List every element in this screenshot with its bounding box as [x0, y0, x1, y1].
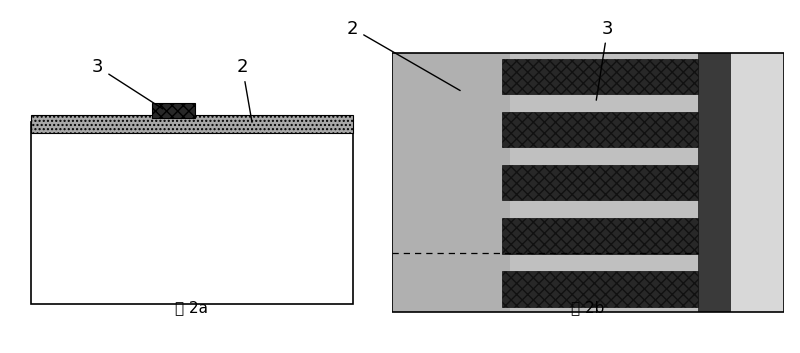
Bar [502, 112, 698, 148]
Bar [30, 115, 354, 133]
Text: 3: 3 [92, 58, 162, 109]
Text: 图 2a: 图 2a [175, 300, 209, 315]
Text: 2: 2 [347, 20, 460, 90]
Text: 2: 2 [237, 58, 252, 122]
Text: 3: 3 [596, 20, 614, 100]
Bar [392, 53, 510, 312]
Bar [731, 53, 784, 312]
Bar [152, 103, 195, 118]
Bar [698, 53, 731, 312]
Bar [502, 218, 698, 253]
Text: 图 2b: 图 2b [571, 300, 605, 315]
Bar [502, 59, 698, 94]
Bar [510, 53, 698, 312]
Bar [30, 122, 354, 304]
Bar [502, 165, 698, 201]
Bar [502, 271, 698, 307]
